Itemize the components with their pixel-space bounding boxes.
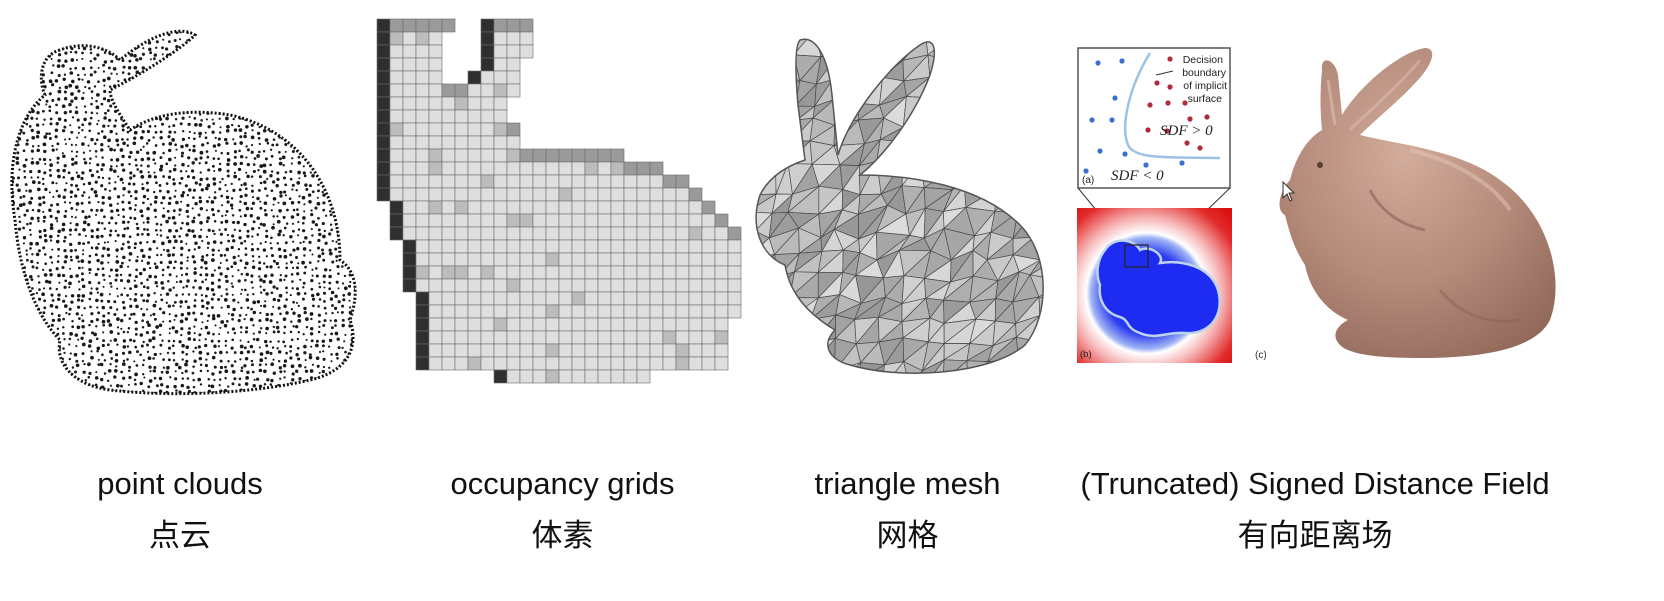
panel-c-tag: (c) xyxy=(1255,350,1267,361)
decision-boundary-curve xyxy=(1124,52,1221,160)
caption-triangle-mesh-en: triangle mesh xyxy=(814,466,1001,501)
caption-point-clouds: point clouds 点云 xyxy=(60,466,300,554)
sdf-negative-label: SDF < 0 xyxy=(1111,168,1164,184)
triangle-mesh-panel xyxy=(750,35,1050,380)
sdf-rendered-bunny-image: (c) xyxy=(1255,48,1556,361)
outside-points xyxy=(1145,56,1210,151)
caption-triangle-mesh-zh: 网格 xyxy=(876,518,939,553)
caption-point-clouds-zh: 点云 xyxy=(149,518,211,553)
sdf-bunny-silhouette xyxy=(1279,48,1556,358)
mouse-cursor-icon xyxy=(1282,180,1296,202)
voxel-bunny-image xyxy=(376,18,742,384)
panel-a-tag: (a) xyxy=(1082,175,1094,186)
caption-occupancy-grids-zh: 体素 xyxy=(531,518,594,553)
caption-sdf: (Truncated) Signed Distance Field 有向距离场 xyxy=(1065,466,1565,554)
caption-occupancy-grids-en: occupancy grids xyxy=(450,466,675,501)
mesh-bunny-image xyxy=(755,38,1044,374)
boundary-label-line-3: of implicit xyxy=(1183,80,1227,92)
sdf-bunny-panel: (c) xyxy=(1250,40,1564,375)
caption-triangle-mesh: triangle mesh 网格 xyxy=(800,466,1015,554)
sdf-diagram: Decision boundary of implicit surface SD… xyxy=(1077,47,1232,363)
sdf-diagram-panel: Decision boundary of implicit surface SD… xyxy=(1070,45,1240,370)
sdf-zoom-region xyxy=(1124,244,1149,268)
sdf-zero-level-set xyxy=(1096,239,1221,338)
caption-occupancy-grids: occupancy grids 体素 xyxy=(430,466,695,554)
boundary-label-line-1: Decision xyxy=(1183,54,1223,66)
point-cloud-panel xyxy=(0,20,370,410)
sdf-positive-label: SDF > 0 xyxy=(1160,123,1213,139)
panel-b-tag: (b) xyxy=(1080,349,1092,360)
occupancy-grid-panel xyxy=(360,15,750,390)
point-cloud-bunny-image xyxy=(10,29,357,396)
caption-point-clouds-en: point clouds xyxy=(97,466,263,501)
boundary-label-line-4: surface xyxy=(1188,93,1223,105)
caption-sdf-en: (Truncated) Signed Distance Field xyxy=(1080,466,1550,501)
boundary-label-line-2: boundary xyxy=(1182,67,1227,79)
inside-points xyxy=(1083,58,1185,174)
caption-sdf-zh: 有向距离场 xyxy=(1237,518,1393,553)
